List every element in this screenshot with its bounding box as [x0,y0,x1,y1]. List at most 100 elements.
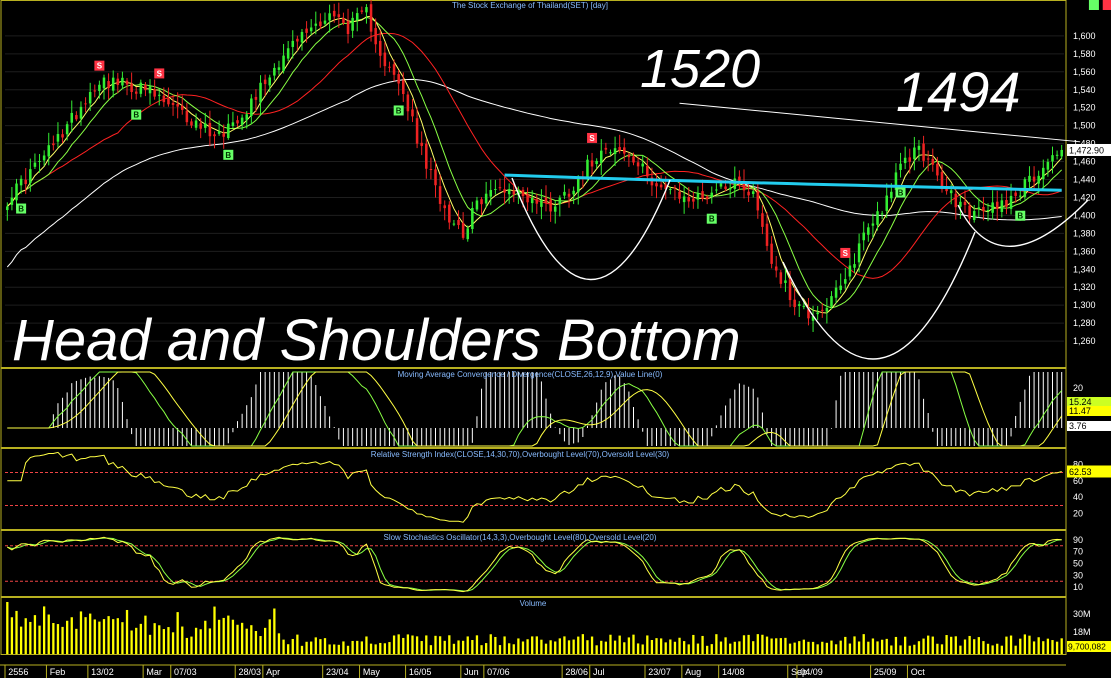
candle-body [29,169,32,183]
buy-signal-label: B [396,106,402,115]
candle-body [862,232,865,241]
candle-body [816,312,819,315]
macd-value-label-3: 3.76 [1069,421,1087,431]
stochastic-tick-label: 30 [1073,570,1083,580]
candle-body [655,183,658,187]
candle-body [236,120,239,124]
volume-panel-title: Volume [520,599,547,608]
macd-panel-title: Moving Average Convergence / Divergence(… [398,370,663,379]
candle-body [346,21,350,35]
candle-body [337,14,341,18]
candle-body [940,172,944,190]
candle-body [388,66,391,68]
candle-body [466,228,470,240]
candle-body [144,84,147,91]
candle-body [867,227,870,235]
candle-body [107,81,110,89]
macd-tick-label: 20 [1073,383,1083,393]
left-shoulder-curve [511,177,671,280]
candle-body [659,184,663,188]
candle-body [190,121,193,126]
date-tick-label: 14/08 [722,667,745,677]
sell-signal-marker [1102,0,1111,10]
candle-body [599,150,603,164]
candle-body [899,163,902,171]
candle-body [558,197,562,205]
candle-body [701,191,704,199]
right-shoulder-curve [957,199,1089,247]
candle-body [540,199,543,207]
candle-body [926,158,930,160]
candle-body [664,184,667,190]
candle-body [696,193,700,200]
candle-body [471,207,474,230]
candle-body [876,211,879,225]
candle-body [903,157,907,164]
candle-body [475,200,479,210]
candle-body [332,10,336,17]
candle-body [185,110,189,123]
candle-body [134,91,138,94]
candle-body [650,177,654,186]
sell-signal-label: S [1105,0,1111,2]
candle-body [93,90,97,92]
price-tick-label: 1,480 [1073,139,1096,149]
candle-body [24,179,27,185]
macd-value-box-2 [1067,406,1111,416]
price-tick-label: 1,280 [1073,318,1096,328]
candle-body [1028,175,1031,182]
date-tick-label: Sep [791,667,807,677]
candle-body [355,13,359,21]
price-tick-label: 1,580 [1073,49,1096,59]
candle-body [406,94,410,112]
candle-body [268,77,272,86]
candle-body [328,13,331,21]
candle-body [687,196,691,202]
buy-signal-marker [1015,210,1026,221]
date-tick-label: Apr [266,667,280,677]
last-price-box [1067,143,1111,156]
candle-body [88,92,92,104]
macd-value-box-3 [1067,421,1111,431]
candle-body [733,178,737,189]
candle-body [461,222,465,238]
candle-body [576,178,580,193]
candle-body [1005,200,1008,207]
stochastic-tick-label: 10 [1073,582,1083,592]
last-price-label: 1,472.90 [1069,145,1104,155]
stochastic-panel [5,536,1064,593]
candle-body [1032,176,1036,182]
date-tick-label: May [363,667,381,677]
candle-body [761,213,764,227]
candle-body [383,52,387,67]
grid-lines [5,35,1064,342]
date-tick-label: 28/06 [565,667,588,677]
stochastic-tick-label: 50 [1073,559,1083,569]
candle-body [309,27,313,32]
candle-body [415,118,419,144]
candle-body [821,309,824,311]
candle-body [1037,175,1040,184]
price-tick-label: 1,520 [1073,103,1096,113]
candle-body [890,191,893,199]
rsi-line [7,451,1062,523]
candle-body [70,112,74,123]
volume-value-label: 9,700,082 [1068,642,1106,652]
candle-body [157,94,161,96]
buy-signal-label: B [898,188,904,197]
macd-value-box-1 [1067,397,1111,407]
buy-signal-label: B [709,215,715,224]
sell-signal-label: S [589,134,595,143]
candle-body [425,143,428,169]
candle-body [227,123,230,139]
buy-signal-marker [16,203,27,214]
candle-body [438,186,442,204]
candle-body [1046,161,1050,170]
candle-body [1060,149,1063,157]
rsi-tick-label: 60 [1073,476,1083,486]
candle-body [793,299,796,308]
candle-body [521,189,525,197]
date-tick-label: 28/03 [239,667,262,677]
candle-body [102,77,106,89]
ma-mid-line [6,32,1062,279]
